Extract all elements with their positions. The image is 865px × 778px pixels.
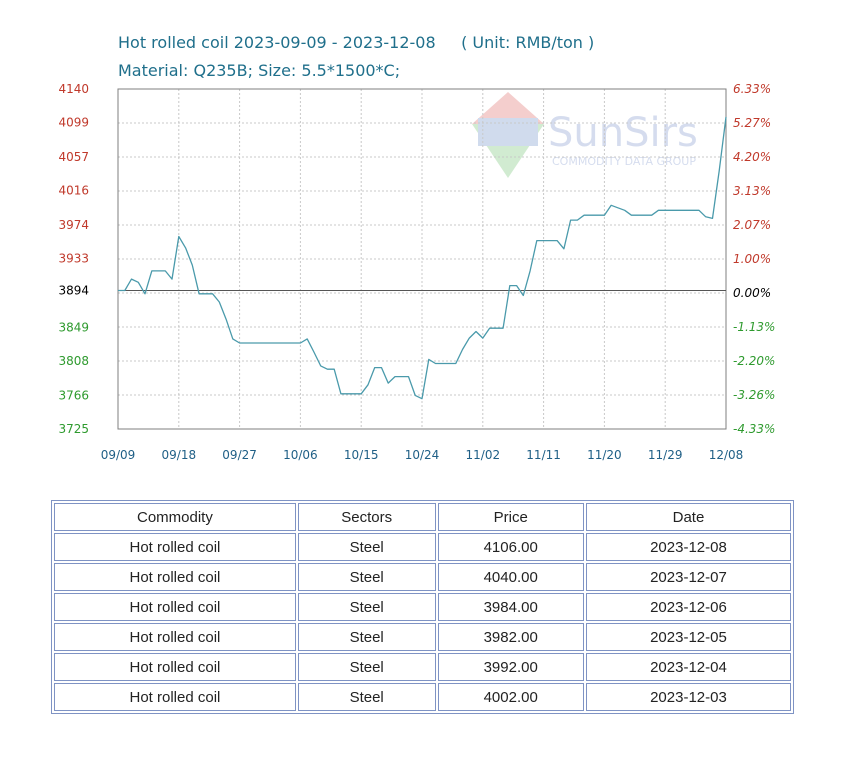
x-tick-label: 09/09 [101, 448, 136, 462]
x-tick-label: 10/06 [283, 448, 318, 462]
table-header-price: Price [437, 503, 584, 531]
cell-sector: Steel [297, 533, 436, 561]
x-tick-label: 11/20 [587, 448, 622, 462]
cell-commodity: Hot rolled coil [54, 593, 296, 621]
cell-commodity: Hot rolled coil [54, 623, 296, 651]
table-header-date: Date [585, 503, 791, 531]
cell-date: 2023-12-08 [585, 533, 791, 561]
table-row: Hot rolled coil Steel 4002.00 2023-12-03 [54, 683, 791, 711]
x-tick-label: 09/27 [222, 448, 257, 462]
y-tick-label-left: 4140 [58, 82, 89, 96]
table-row: Hot rolled coil Steel 4106.00 2023-12-08 [54, 533, 791, 561]
table-header-commodity: Commodity [54, 503, 296, 531]
cell-commodity: Hot rolled coil [54, 653, 296, 681]
x-tick-label: 12/08 [709, 448, 744, 462]
y-tick-label-left: 3766 [58, 388, 89, 402]
y-tick-label-right: 0.00% [733, 286, 771, 300]
cell-date: 2023-12-03 [585, 683, 791, 711]
y-tick-label-left: 4016 [58, 184, 89, 198]
cell-price: 3982.00 [437, 623, 584, 651]
cell-price: 3984.00 [437, 593, 584, 621]
table-header-sectors: Sectors [297, 503, 436, 531]
cell-commodity: Hot rolled coil [54, 683, 296, 711]
y-tick-label-left: 3894 [58, 284, 89, 298]
price-series-line [118, 116, 727, 400]
y-axis-left: 4140 4099 4057 4016 3974 3933 3894 3849 3808 3766… [58, 82, 89, 436]
y-tick-label-right: 2.07% [733, 218, 771, 232]
cell-sector: Steel [297, 593, 436, 621]
cell-date: 2023-12-06 [585, 593, 791, 621]
chart-title: Hot rolled coil 2023-09-09 - 2023-12-08 … [118, 33, 595, 52]
cell-sector: Steel [297, 653, 436, 681]
y-axis-right: 6.33% 5.27% 4.20% 3.13% 2.07% 1.00% 0.00% -1.13… [733, 82, 775, 436]
watermark-tagline: COMMODITY DATA GROUP [552, 155, 696, 168]
table-header-row: Commodity Sectors Price Date [54, 503, 791, 531]
y-tick-label-left: 4099 [58, 116, 89, 130]
y-tick-label-left: 3808 [58, 354, 89, 368]
price-table: Commodity Sectors Price Date Hot rolled … [51, 500, 794, 714]
y-tick-label-left: 3725 [58, 422, 89, 436]
watermark-brand: SunSirs [548, 110, 698, 156]
cell-date: 2023-12-04 [585, 653, 791, 681]
y-tick-label-right: -1.13% [733, 320, 775, 334]
table-row: Hot rolled coil Steel 3984.00 2023-12-06 [54, 593, 791, 621]
cell-sector: Steel [297, 683, 436, 711]
x-tick-label: 11/02 [466, 448, 501, 462]
cell-price: 3992.00 [437, 653, 584, 681]
cell-sector: Steel [297, 563, 436, 591]
x-tick-label: 10/24 [405, 448, 440, 462]
watermark-logo-roof [472, 92, 544, 124]
y-tick-label-right: -2.20% [733, 354, 775, 368]
sunsirs-watermark: SunSirs COMMODITY DATA GROUP [472, 92, 698, 178]
chart-subtitle: Material: Q235B; Size: 5.5*1500*C; [118, 61, 401, 80]
cell-commodity: Hot rolled coil [54, 563, 296, 591]
x-tick-label: 11/11 [526, 448, 561, 462]
y-tick-label-left: 4057 [58, 150, 89, 164]
cell-price: 4106.00 [437, 533, 584, 561]
watermark-logo-letters [478, 118, 538, 146]
table-row: Hot rolled coil Steel 3992.00 2023-12-04 [54, 653, 791, 681]
y-tick-label-right: 1.00% [733, 252, 771, 266]
cell-sector: Steel [297, 623, 436, 651]
y-tick-label-right: 3.13% [733, 184, 771, 198]
y-tick-label-left: 3849 [58, 320, 89, 334]
cell-date: 2023-12-05 [585, 623, 791, 651]
cell-price: 4040.00 [437, 563, 584, 591]
series-layer [118, 116, 727, 400]
cell-date: 2023-12-07 [585, 563, 791, 591]
price-chart: SunSirs COMMODITY DATA GROUP 4140 4099 405… [58, 82, 775, 462]
x-tick-label: 10/15 [344, 448, 379, 462]
y-tick-label-right: 6.33% [733, 82, 771, 96]
x-axis: 09/09 09/18 09/27 10/06 10/15 10/24 11/02 11/11… [101, 448, 744, 462]
y-tick-label-right: -4.33% [733, 422, 775, 436]
y-tick-label-right: 5.27% [733, 116, 771, 130]
x-tick-label: 11/29 [648, 448, 683, 462]
table-row: Hot rolled coil Steel 3982.00 2023-12-05 [54, 623, 791, 651]
y-tick-label-left: 3974 [58, 218, 89, 232]
plot-border [117, 88, 727, 430]
y-tick-label-right: 4.20% [733, 150, 771, 164]
y-tick-label-right: -3.26% [733, 388, 775, 402]
watermark-logo-base [472, 124, 544, 178]
cell-price: 4002.00 [437, 683, 584, 711]
x-tick-label: 09/18 [162, 448, 197, 462]
table-row: Hot rolled coil Steel 4040.00 2023-12-07 [54, 563, 791, 591]
y-tick-label-left: 3933 [58, 252, 89, 266]
plot-frame [117, 88, 727, 430]
cell-commodity: Hot rolled coil [54, 533, 296, 561]
chart-grid [118, 89, 726, 429]
